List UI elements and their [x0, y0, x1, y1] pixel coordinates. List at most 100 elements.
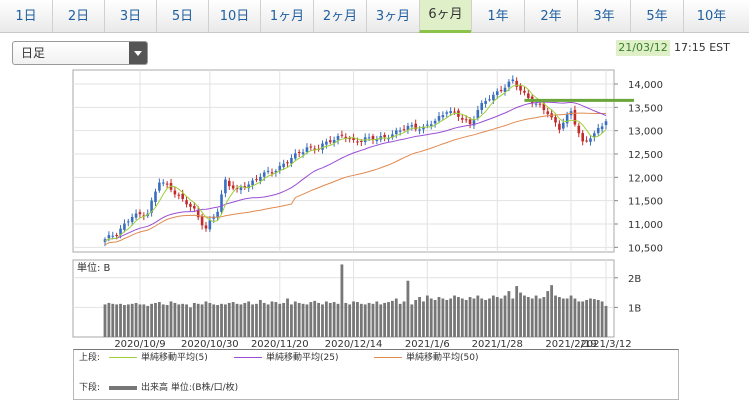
volume-bar [235, 303, 239, 337]
volume-bar [507, 291, 511, 337]
volume-bar [414, 299, 418, 337]
candle-body [309, 146, 313, 148]
candle-body [294, 153, 297, 159]
candle-body [476, 109, 480, 119]
tab-2日[interactable]: 2日 [52, 0, 104, 33]
price-tick-label: 13,000 [628, 127, 663, 138]
price-tick-label: 11,000 [628, 220, 663, 231]
candle-body [449, 111, 452, 113]
volume-bar [600, 301, 604, 337]
candle-body [220, 194, 223, 212]
candle-body [224, 179, 227, 194]
legend-ma50: 単純移動平均(50) [374, 352, 478, 365]
tab-2年[interactable]: 2年 [524, 0, 577, 33]
candle-body [375, 139, 379, 141]
volume-bar [585, 299, 588, 337]
legend-lower-row: 下段: 出来高 単位:(B株/口/枚) [79, 382, 238, 395]
date-tick-label: 2021/3/12 [580, 339, 631, 350]
candle-body [286, 162, 289, 164]
volume-bar [554, 295, 557, 337]
candle-body [115, 234, 118, 236]
volume-bar [352, 301, 355, 337]
volume-bar [278, 303, 282, 337]
volume-bar [146, 305, 150, 337]
volume-bar [165, 305, 169, 337]
volume-tick-label: 2B [628, 274, 641, 285]
volume-bar [161, 304, 165, 337]
volume-bar [305, 304, 309, 337]
volume-bar [142, 304, 146, 337]
candle-body [519, 85, 522, 91]
candle-body [177, 194, 181, 196]
candle-body [251, 180, 254, 186]
candle-body [402, 129, 406, 131]
candle-body [488, 99, 491, 101]
tab-3ヶ月[interactable]: 3ヶ月 [366, 0, 419, 33]
volume-bar [286, 298, 289, 337]
date-tick-label: 2021/1/6 [405, 339, 450, 350]
volume-bar [422, 301, 425, 337]
volume-bar [379, 304, 383, 337]
ma5-line [104, 84, 607, 242]
tab-6ヶ月[interactable]: 6ヶ月 [419, 0, 471, 33]
candle-body [406, 125, 410, 131]
volume-tick-label: 1B [628, 303, 641, 314]
volume-bar [383, 302, 387, 337]
candle-body [142, 215, 146, 217]
date-tick-label: 2021/2/19 [545, 339, 596, 350]
candle-body [507, 81, 511, 88]
volume-bar [157, 302, 161, 337]
tab-1年[interactable]: 1年 [471, 0, 524, 33]
candle-body [348, 138, 351, 140]
tab-5日[interactable]: 5日 [156, 0, 208, 33]
volume-bar [359, 303, 363, 337]
volume-bar [515, 286, 519, 337]
candle-body [538, 103, 542, 105]
date-tick-label: 2020/10/9 [114, 339, 165, 350]
candle-body [266, 170, 270, 172]
volume-bar [103, 304, 107, 337]
candle-body [247, 184, 250, 189]
tab-10日[interactable]: 10日 [208, 0, 260, 33]
volume-bar [200, 304, 204, 337]
candle-body [134, 213, 138, 218]
chevron-down-icon[interactable] [129, 42, 147, 64]
candle-body [461, 118, 464, 120]
tab-3年[interactable]: 3年 [577, 0, 630, 33]
period-select-value: 日足 [21, 46, 46, 60]
tab-10年[interactable]: 10年 [683, 0, 739, 33]
volume-bar [495, 297, 499, 337]
volume-bar [592, 299, 596, 337]
price-panel: 14,000 13,500 13,000 12,500 12,000 11,500 11,0… [72, 69, 663, 254]
legend-volume: 出来高 単位:(B株/口/枚) [109, 382, 238, 395]
volume-bar [519, 292, 522, 337]
legend-lower-label: 下段: [79, 383, 101, 393]
tab-1ヶ月[interactable]: 1ヶ月 [260, 0, 313, 33]
volume-bar [115, 304, 119, 337]
candle-body [398, 130, 402, 132]
volume-bar [596, 299, 600, 337]
volume-bar [604, 305, 608, 337]
volume-bar [301, 303, 305, 337]
tab-3日[interactable]: 3日 [104, 0, 156, 33]
volume-bar [255, 303, 258, 337]
tab-2ヶ月[interactable]: 2ヶ月 [313, 0, 366, 33]
volume-bar [453, 295, 456, 337]
candle-body [515, 80, 518, 87]
candle-body [150, 200, 153, 213]
volume-bar [356, 302, 359, 337]
candle-body [437, 116, 441, 121]
volume-bar [542, 297, 546, 337]
tab-5年[interactable]: 5年 [630, 0, 683, 33]
candle-body [464, 119, 468, 121]
candle-body [480, 102, 484, 111]
candle-body [185, 200, 188, 205]
period-select[interactable]: 日足 [12, 41, 148, 65]
volume-bar [177, 304, 181, 337]
volume-bar [445, 299, 449, 337]
volume-bar [464, 299, 468, 337]
candle-body [577, 125, 581, 134]
candle-body [554, 117, 557, 123]
volume-bar [189, 307, 192, 337]
tab-1日[interactable]: 1日 [15, 9, 37, 24]
